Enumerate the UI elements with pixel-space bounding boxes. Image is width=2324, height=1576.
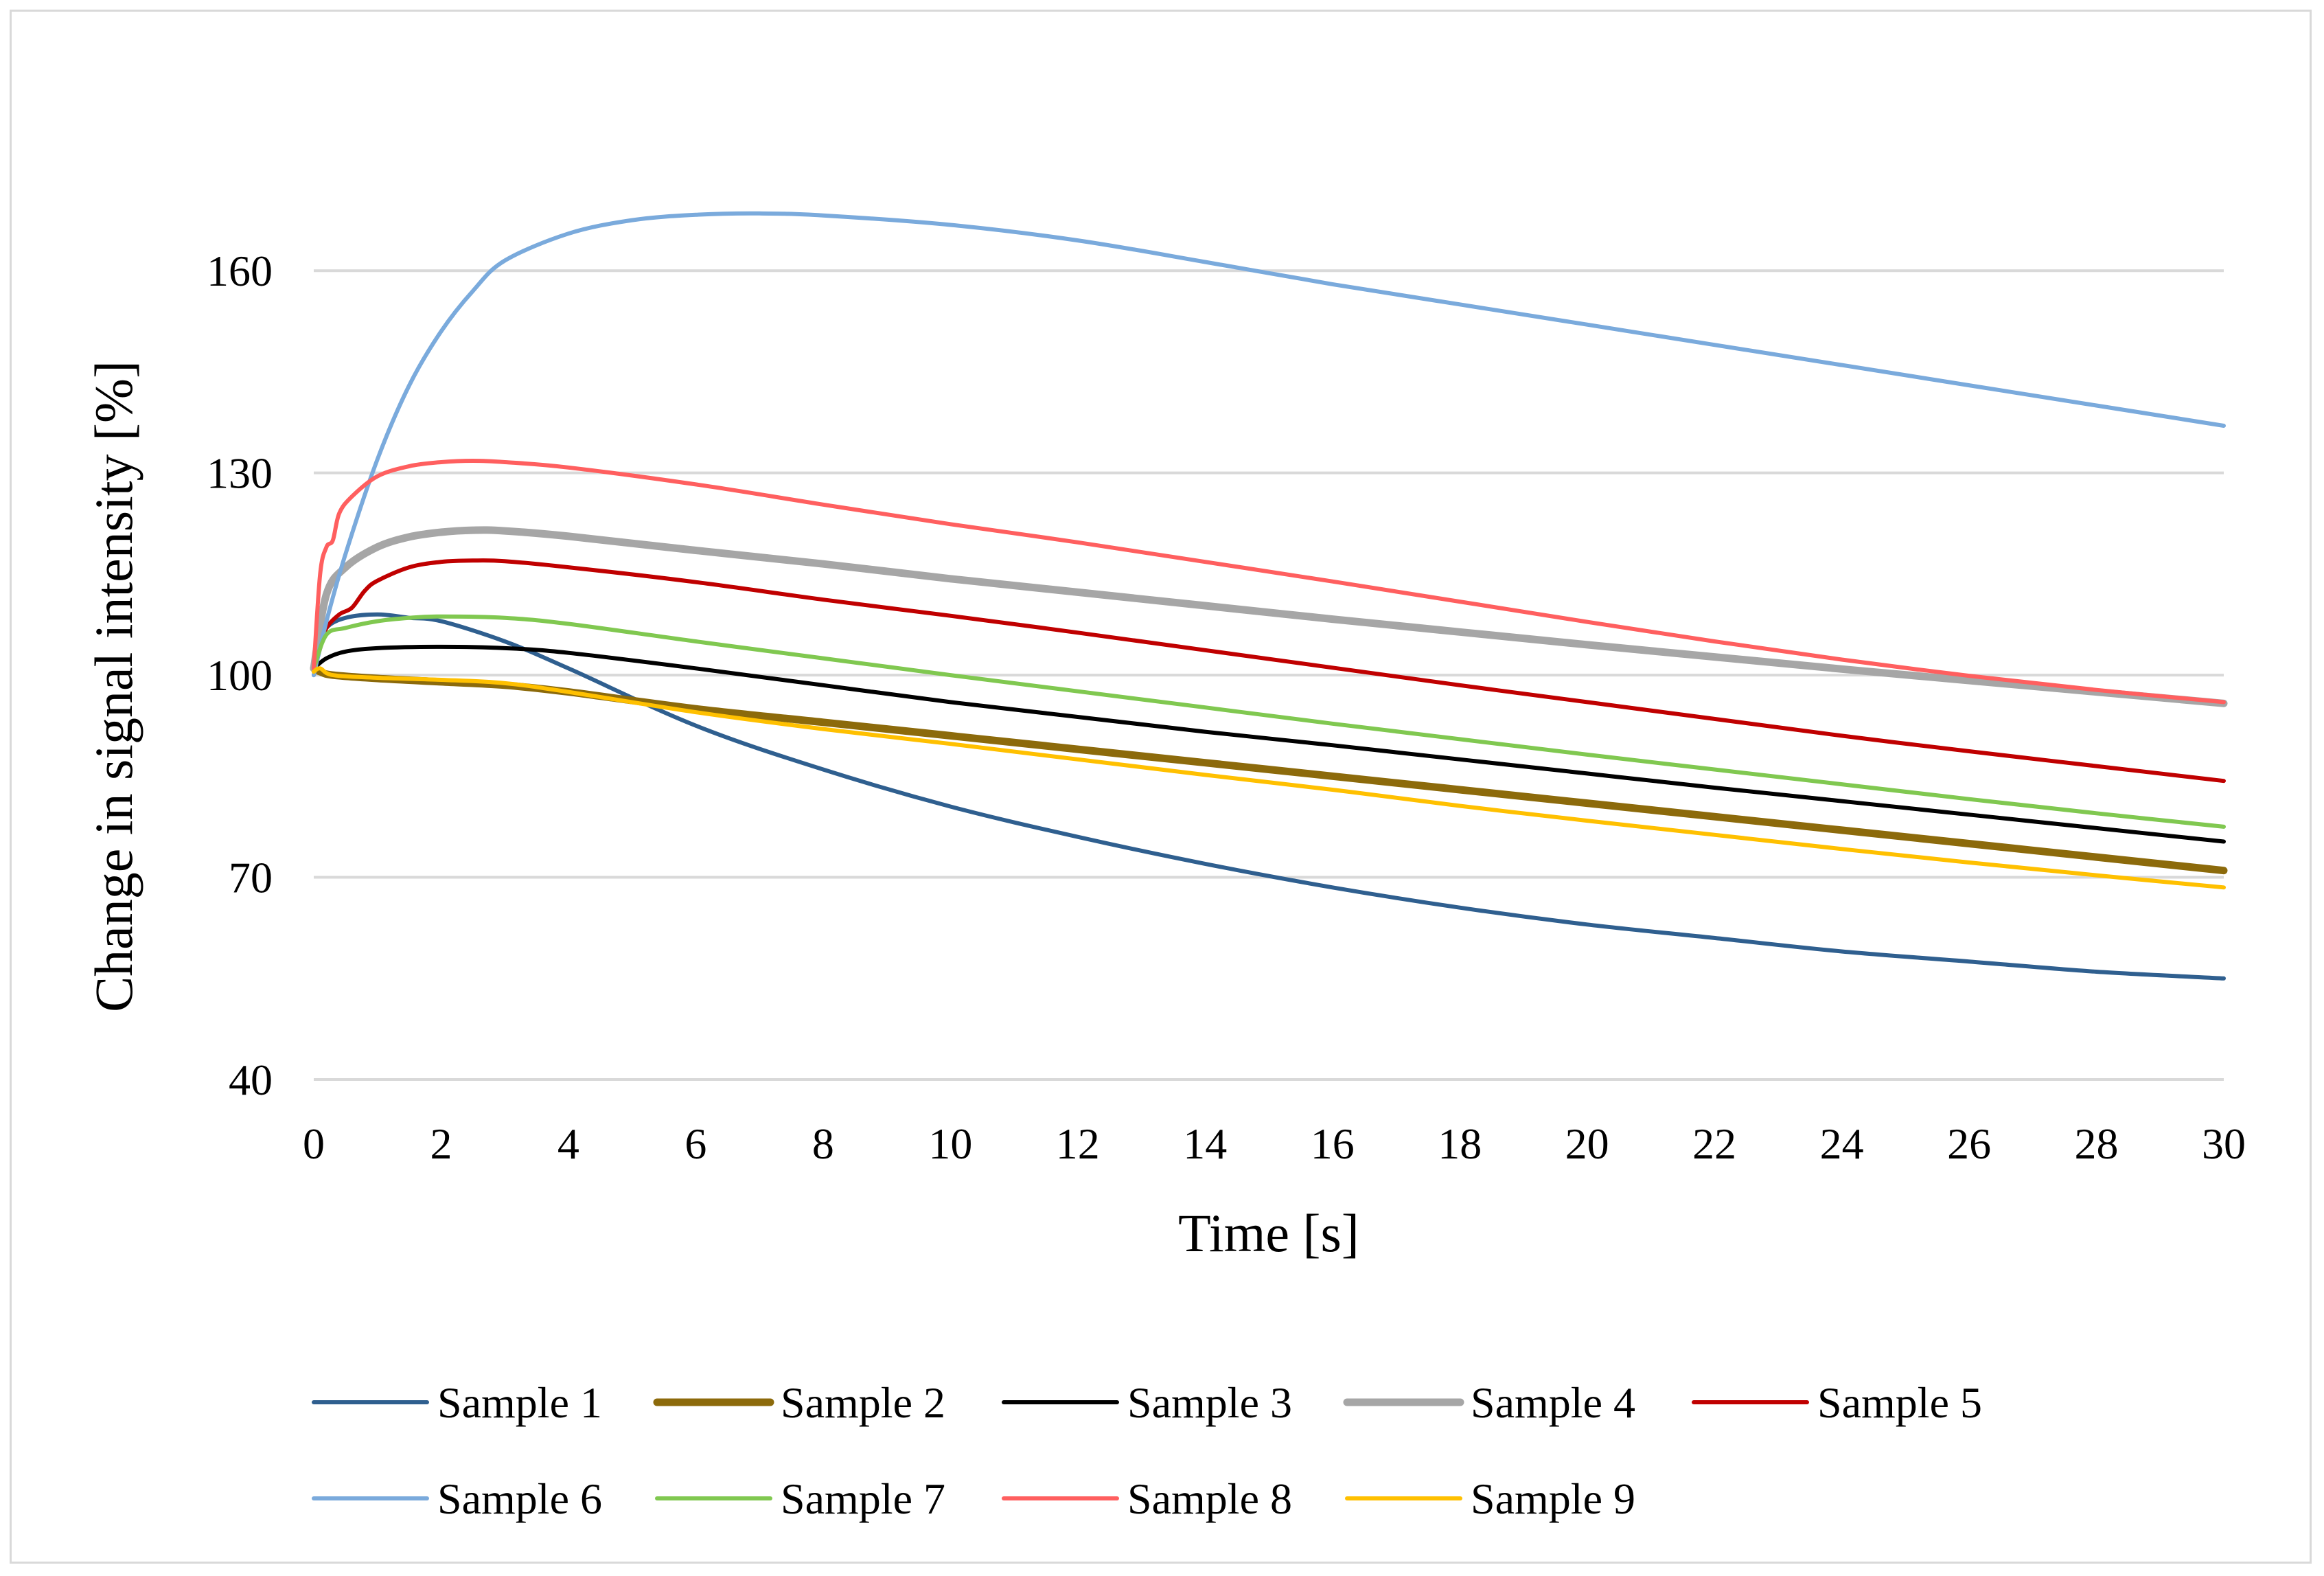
x-tick-label: 2 — [430, 1119, 452, 1168]
gridlines — [314, 269, 2224, 1081]
series-line-8 — [312, 459, 2226, 705]
x-tick-label: 24 — [1820, 1119, 1864, 1168]
series-line-3 — [312, 644, 2226, 844]
x-tick-label: 22 — [1692, 1119, 1736, 1168]
y-axis-title: Change in signal intensity [%] — [84, 361, 143, 1012]
legend-label: Sample 9 — [1471, 1474, 1635, 1523]
series-line-2 — [310, 664, 2228, 875]
legend-label: Sample 4 — [1471, 1378, 1635, 1427]
legend-label: Sample 3 — [1127, 1378, 1292, 1427]
legend-label: Sample 1 — [437, 1378, 602, 1427]
x-tick-label: 14 — [1183, 1119, 1227, 1168]
x-tick-label: 18 — [1438, 1119, 1482, 1168]
x-tick-label: 16 — [1311, 1119, 1355, 1168]
x-tick-label: 10 — [928, 1119, 972, 1168]
x-tick-label: 28 — [2075, 1119, 2119, 1168]
x-tick-label: 26 — [1947, 1119, 1991, 1168]
legend-label: Sample 5 — [1817, 1378, 1982, 1427]
legend-label: Sample 6 — [437, 1474, 602, 1523]
x-tick-label: 20 — [1565, 1119, 1609, 1168]
chart-frame: 40 70 100 130 160 0 2 4 6 8 10 12 14 16 18 20 22 24 26 28 30… — [10, 10, 2312, 1564]
y-tick-label: 70 — [229, 854, 273, 902]
x-tick-label: 12 — [1056, 1119, 1100, 1168]
y-tick-label: 40 — [229, 1055, 273, 1104]
legend-label: Sample 8 — [1127, 1474, 1292, 1523]
x-tick-label: 30 — [2202, 1119, 2246, 1168]
y-tick-label: 100 — [207, 651, 273, 700]
legend: Sample 1 Sample 2 Sample 3 Sample 4 Sample 5… — [312, 1378, 1982, 1523]
x-tick-label: 8 — [812, 1119, 834, 1168]
series-line-7 — [312, 614, 2226, 829]
series-line-6 — [312, 211, 2226, 678]
series-line-9 — [312, 666, 2226, 890]
series-line-4 — [310, 526, 2228, 707]
series-line-5 — [312, 558, 2226, 784]
x-tick-label: 0 — [303, 1119, 325, 1168]
y-tick-label: 160 — [207, 247, 273, 295]
legend-label: Sample 2 — [781, 1378, 945, 1427]
plot-series — [310, 211, 2228, 981]
y-tick-label: 130 — [207, 449, 273, 498]
x-tick-label: 4 — [557, 1119, 579, 1168]
legend-label: Sample 7 — [781, 1474, 945, 1523]
x-tick-label: 6 — [684, 1119, 706, 1168]
x-axis-title: Time [s] — [1178, 1203, 1359, 1263]
